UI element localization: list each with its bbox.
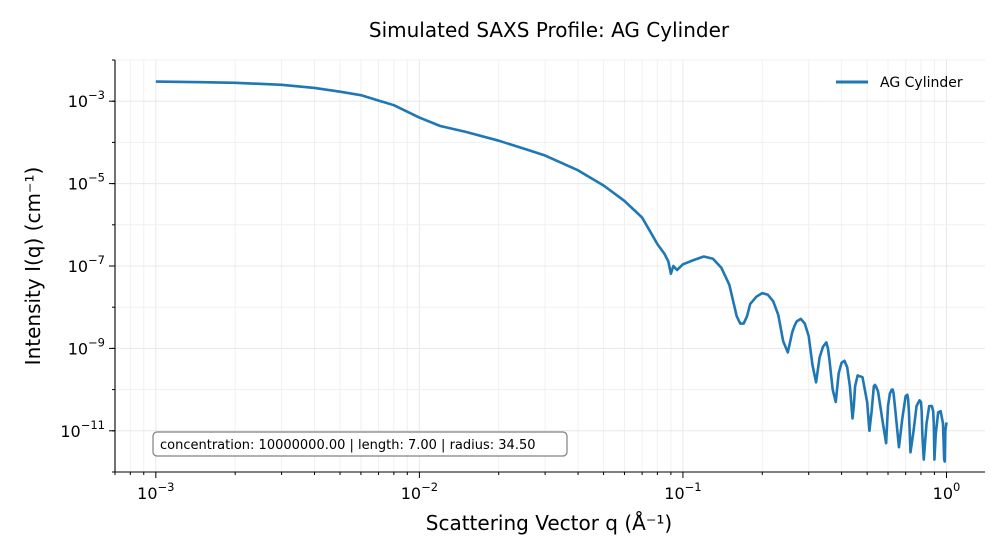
legend: AG Cylinder	[836, 75, 963, 91]
x-tick-label: 10−2	[401, 480, 438, 503]
y-tick-label: 10−9	[68, 335, 105, 358]
x-axis-ticks: 10−3 10−2 10−1 100	[114, 472, 961, 503]
annotation-text: concentration: 10000000.00 | length: 7.0…	[160, 438, 536, 453]
y-tick-label: 10−11	[60, 418, 105, 441]
y-tick-label: 10−7	[68, 253, 105, 276]
chart-title: Simulated SAXS Profile: AG Cylinder	[369, 18, 730, 42]
x-tick-label: 100	[933, 480, 961, 503]
legend-label: AG Cylinder	[880, 75, 963, 91]
y-tick-label: 10−3	[68, 88, 105, 111]
y-tick-label: 10−5	[68, 171, 105, 194]
x-tick-label: 10−3	[137, 480, 174, 503]
y-axis-label: Intensity I(q) (cm⁻¹)	[21, 167, 45, 366]
y-axis-ticks: 10−3 10−5 10−7 10−9 10−11	[60, 59, 115, 473]
x-axis-label: Scattering Vector q (Å⁻¹)	[426, 511, 672, 535]
series-line-ag-cylinder	[155, 80, 948, 463]
annotation-box: concentration: 10000000.00 | length: 7.0…	[152, 431, 568, 457]
plot-area	[155, 80, 948, 463]
grid-lines	[114, 59, 985, 473]
annotation-frame	[152, 431, 568, 457]
x-tick-label: 10−1	[664, 480, 701, 503]
